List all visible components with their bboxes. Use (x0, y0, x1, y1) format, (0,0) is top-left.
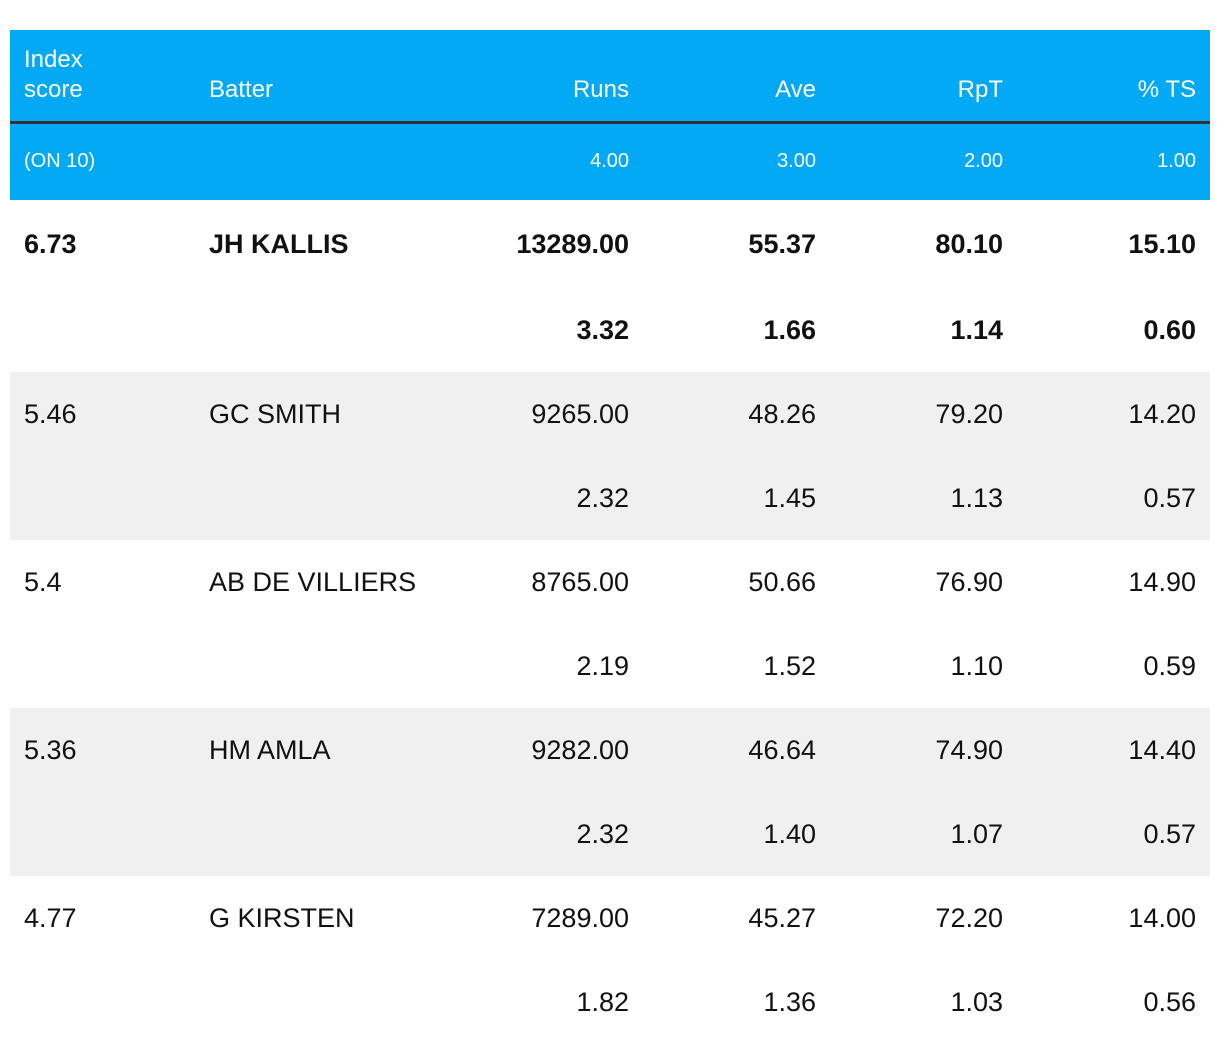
ave-value-cell: 45.27 (643, 876, 830, 960)
rpt-value-cell: 72.20 (830, 876, 1017, 960)
rpt-value-cell: 79.20 (830, 372, 1017, 456)
table-row-weighted-scores: 2.32 1.45 1.13 0.57 (10, 456, 1210, 540)
batter-empty-cell (195, 624, 455, 708)
ave-value-cell: 48.26 (643, 372, 830, 456)
index-score-cell: 5.4 (10, 540, 195, 624)
index-score-cell: 5.36 (10, 708, 195, 792)
rpt-score-cell: 1.03 (830, 960, 1017, 1044)
rpt-value-cell: 74.90 (830, 708, 1017, 792)
index-score-empty-cell (10, 288, 195, 372)
ts-score-cell: 0.56 (1017, 960, 1210, 1044)
runs-score-cell: 1.82 (455, 960, 643, 1044)
ts-score-cell: 0.57 (1017, 792, 1210, 876)
batter-name-cell: JH KALLIS (195, 200, 455, 288)
index-score-empty-cell (10, 960, 195, 1044)
weights-row: (ON 10) 4.00 3.00 2.00 1.00 (10, 122, 1210, 200)
table-row: 6.73 JH KALLIS 13289.00 55.37 80.10 15.10 (10, 200, 1210, 288)
weight-ts: 1.00 (1017, 122, 1210, 200)
batting-index-table: Index score Batter Runs Ave RpT % TS (ON… (10, 30, 1210, 1044)
rpt-score-cell: 1.07 (830, 792, 1017, 876)
table-row: 5.36 HM AMLA 9282.00 46.64 74.90 14.40 (10, 708, 1210, 792)
ave-score-cell: 1.40 (643, 792, 830, 876)
ts-score-cell: 0.60 (1017, 288, 1210, 372)
batter-empty-cell (195, 960, 455, 1044)
ave-value-cell: 46.64 (643, 708, 830, 792)
runs-score-cell: 3.32 (455, 288, 643, 372)
table-row-weighted-scores: 1.82 1.36 1.03 0.56 (10, 960, 1210, 1044)
batter-empty-cell (195, 792, 455, 876)
ts-value-cell: 15.10 (1017, 200, 1210, 288)
rpt-score-cell: 1.14 (830, 288, 1017, 372)
weights-label: (ON 10) (10, 122, 195, 200)
rpt-value-cell: 80.10 (830, 200, 1017, 288)
runs-score-cell: 2.19 (455, 624, 643, 708)
index-score-empty-cell (10, 792, 195, 876)
column-header-ts: % TS (1017, 30, 1210, 124)
index-header-line1: Index (24, 45, 83, 73)
ave-score-cell: 1.45 (643, 456, 830, 540)
batter-name-cell: GC SMITH (195, 372, 455, 456)
column-header-batter: Batter (195, 30, 455, 124)
index-score-cell: 6.73 (10, 200, 195, 288)
rpt-score-cell: 1.10 (830, 624, 1017, 708)
runs-value-cell: 9282.00 (455, 708, 643, 792)
batter-name-cell: HM AMLA (195, 708, 455, 792)
table-row: 5.46 GC SMITH 9265.00 48.26 79.20 14.20 (10, 372, 1210, 456)
runs-value-cell: 9265.00 (455, 372, 643, 456)
weights-batter-empty (195, 122, 455, 200)
ave-score-cell: 1.52 (643, 624, 830, 708)
column-header-ave: Ave (643, 30, 830, 124)
runs-value-cell: 13289.00 (455, 200, 643, 288)
table-row-weighted-scores: 2.19 1.52 1.10 0.59 (10, 624, 1210, 708)
index-score-empty-cell (10, 456, 195, 540)
table-row: 5.4 AB DE VILLIERS 8765.00 50.66 76.90 14.90 (10, 540, 1210, 624)
column-header-runs: Runs (455, 30, 643, 124)
column-header-rpt: RpT (830, 30, 1017, 124)
weight-rpt: 2.00 (830, 122, 1017, 200)
index-score-empty-cell (10, 624, 195, 708)
weight-ave: 3.00 (643, 122, 830, 200)
weight-runs: 4.00 (455, 122, 643, 200)
table-row: 4.77 G KIRSTEN 7289.00 45.27 72.20 14.00 (10, 876, 1210, 960)
batter-empty-cell (195, 288, 455, 372)
batter-empty-cell (195, 456, 455, 540)
ts-value-cell: 14.20 (1017, 372, 1210, 456)
index-score-cell: 4.77 (10, 876, 195, 960)
batter-name-cell: AB DE VILLIERS (195, 540, 455, 624)
ts-value-cell: 14.40 (1017, 708, 1210, 792)
ave-score-cell: 1.36 (643, 960, 830, 1044)
index-header-line2: score (24, 75, 83, 103)
batter-name-cell: G KIRSTEN (195, 876, 455, 960)
runs-value-cell: 8765.00 (455, 540, 643, 624)
rpt-value-cell: 76.90 (830, 540, 1017, 624)
index-score-cell: 5.46 (10, 372, 195, 456)
rpt-score-cell: 1.13 (830, 456, 1017, 540)
ave-score-cell: 1.66 (643, 288, 830, 372)
column-header-row: Index score Batter Runs Ave RpT % TS (10, 30, 1210, 124)
ts-value-cell: 14.90 (1017, 540, 1210, 624)
ts-score-cell: 0.59 (1017, 624, 1210, 708)
runs-value-cell: 7289.00 (455, 876, 643, 960)
ave-value-cell: 50.66 (643, 540, 830, 624)
batting-index-table-container: Index score Batter Runs Ave RpT % TS (ON… (10, 30, 1210, 1044)
table-body: 6.73 JH KALLIS 13289.00 55.37 80.10 15.10 3.32… (10, 200, 1210, 1044)
table-row-weighted-scores: 3.32 1.66 1.14 0.60 (10, 288, 1210, 372)
table-header: Index score Batter Runs Ave RpT % TS (ON… (10, 30, 1210, 200)
ts-value-cell: 14.00 (1017, 876, 1210, 960)
ave-value-cell: 55.37 (643, 200, 830, 288)
runs-score-cell: 2.32 (455, 792, 643, 876)
ts-score-cell: 0.57 (1017, 456, 1210, 540)
table-row-weighted-scores: 2.32 1.40 1.07 0.57 (10, 792, 1210, 876)
runs-score-cell: 2.32 (455, 456, 643, 540)
column-header-index-score: Index score (10, 30, 195, 124)
